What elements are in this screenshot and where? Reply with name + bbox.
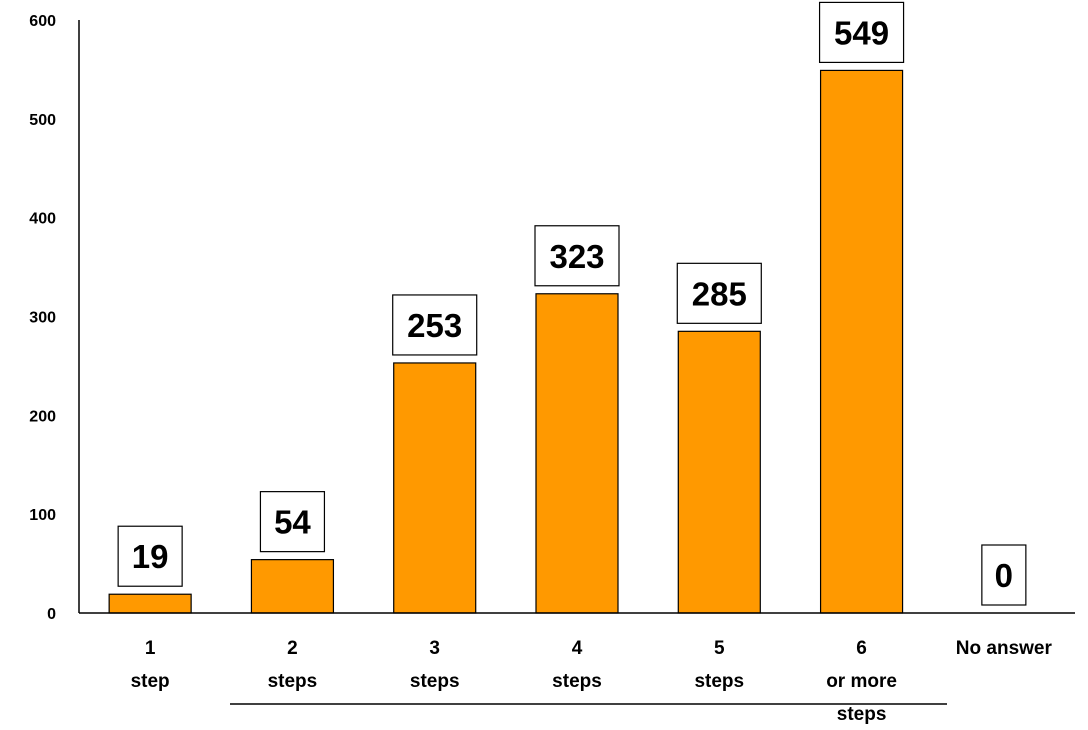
- data-label-text: 323: [549, 238, 604, 275]
- y-tick-label: 100: [29, 507, 56, 524]
- y-tick-label: 0: [47, 606, 56, 623]
- data-label: 253: [392, 294, 478, 356]
- data-label-box: [392, 294, 478, 356]
- bar: [108, 593, 192, 614]
- y-tick-label: 300: [29, 310, 56, 327]
- data-label-box: [117, 525, 183, 587]
- data-label: 0: [981, 544, 1027, 606]
- x-category-label: step: [131, 671, 170, 692]
- data-label: 323: [534, 225, 620, 287]
- bar: [677, 330, 761, 614]
- data-label: 285: [676, 262, 762, 324]
- data-label: 54: [259, 491, 326, 553]
- y-tick-label: 200: [29, 408, 56, 425]
- bars: [108, 69, 904, 614]
- y-axis-ticks: 0 100 200 300 400 500 600: [29, 13, 56, 623]
- data-label-text: 0: [995, 557, 1013, 594]
- x-category-label: steps: [552, 671, 602, 692]
- y-tick-label: 500: [29, 112, 56, 129]
- x-category-label: steps: [268, 671, 318, 692]
- data-label: 549: [818, 1, 905, 64]
- data-label-box: [818, 1, 905, 64]
- x-category-label: 2: [287, 638, 298, 659]
- x-category-label: steps: [410, 671, 460, 692]
- x-category-label: 4: [572, 638, 583, 659]
- data-label-text: 549: [834, 14, 889, 51]
- x-category-label: steps: [837, 704, 887, 725]
- y-tick-label: 400: [29, 211, 56, 228]
- x-category-label: 1: [145, 638, 156, 659]
- bar: [250, 559, 335, 614]
- data-label-text: 19: [132, 538, 169, 575]
- x-category-label: or more: [826, 671, 897, 692]
- y-tick-label: 600: [29, 13, 56, 30]
- data-label-box: [676, 262, 762, 324]
- x-category-label: 3: [429, 638, 440, 659]
- data-label-box: [981, 544, 1027, 606]
- bar: [819, 69, 904, 614]
- x-category-label: 5: [714, 638, 725, 659]
- bar: [393, 362, 477, 614]
- data-label-box: [534, 225, 620, 287]
- x-category-label: steps: [694, 671, 744, 692]
- category-labels: 1 step 2 steps 3 steps 4 steps 5 steps 6 or more ste…: [131, 638, 1053, 725]
- value-labels: 19 54 253 323 285 549 0: [117, 1, 1027, 606]
- data-label-box: [259, 491, 326, 553]
- data-label-text: 253: [407, 307, 462, 344]
- data-label-text: 285: [692, 275, 747, 312]
- x-category-label: 6: [856, 638, 867, 659]
- data-label-text: 54: [274, 504, 311, 541]
- data-label: 19: [117, 525, 183, 587]
- bar: [535, 293, 619, 614]
- x-category-label: No answer: [956, 638, 1053, 659]
